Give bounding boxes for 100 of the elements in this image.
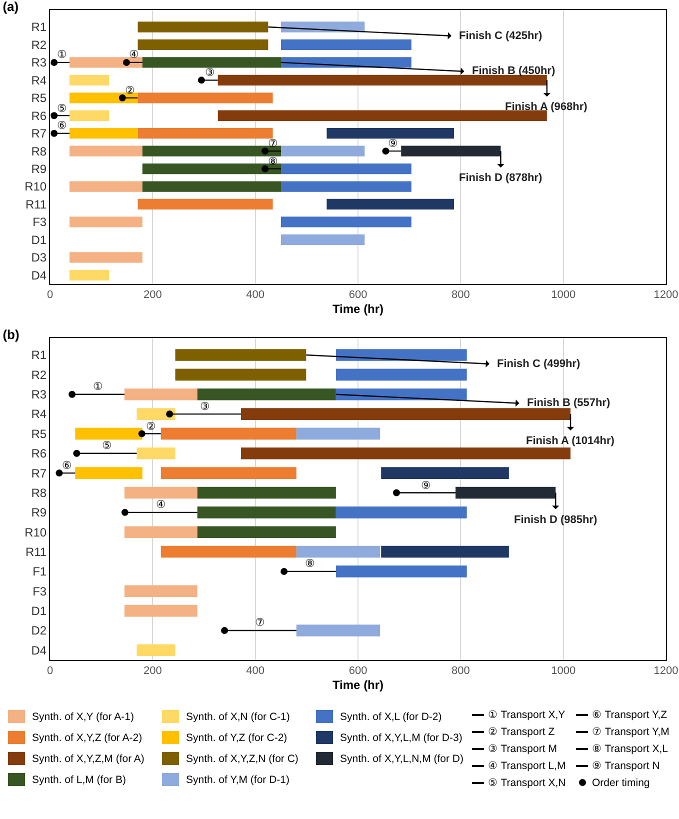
bar [142, 57, 281, 68]
legend-label: Synth. of X,Y,L,N,M (for D) [340, 752, 464, 764]
bar [124, 526, 198, 538]
bar [197, 486, 336, 499]
y-tick-label: R4 [31, 407, 47, 422]
y-tick-label: R11 [25, 197, 47, 212]
x-tick-label: 600 [348, 665, 368, 678]
x-tick-label: 600 [348, 289, 368, 302]
data-label: ④ [156, 499, 166, 511]
x-axis-title: Time (hr) [332, 678, 384, 692]
legend-label: Synth. of X,Y (for A-1) [32, 710, 134, 722]
y-tick-label: D1 [31, 232, 47, 247]
y-tick-label: R10 [24, 180, 47, 194]
data-label: ① [93, 381, 103, 393]
y-tick-label: R9 [31, 162, 47, 176]
legend-label: Synth. of L,M (for B) [32, 774, 126, 786]
chart-title: (a) [2, 0, 19, 14]
bar [175, 368, 306, 381]
y-tick-label: R4 [31, 73, 47, 88]
annotation: Finish D (878hr) [459, 172, 542, 184]
bar [197, 526, 336, 538]
y-tick-label: D2 [31, 624, 47, 638]
bar [70, 57, 142, 68]
bar [138, 39, 268, 50]
bar [70, 270, 110, 280]
data-label: ⑨ [388, 138, 398, 150]
bar [240, 408, 571, 420]
bar [124, 585, 198, 598]
bar [136, 408, 176, 420]
legend-label: ② Transport Z [488, 725, 555, 738]
x-tick-label: 0 [46, 289, 54, 302]
bar [136, 447, 176, 460]
legend-label: Synth. of X,N (for C-1) [186, 710, 290, 722]
bar [336, 368, 467, 381]
bar [175, 349, 306, 361]
bar [124, 486, 198, 499]
data-label: ⑤ [102, 440, 112, 452]
y-tick-label: R6 [31, 108, 47, 123]
x-tick-label: 800 [451, 665, 470, 678]
annotation: Finish C (499hr) [497, 358, 580, 370]
bar [281, 57, 412, 68]
bar [281, 216, 412, 228]
y-tick-label: F3 [32, 584, 47, 598]
bar [197, 506, 336, 518]
x-tick-label: 1200 [654, 665, 678, 678]
y-tick-label: D1 [31, 604, 47, 618]
y-tick-label: R3 [31, 388, 47, 402]
legend-label: Synth. of X,Y,L,M (for D-3) [340, 732, 462, 744]
bar [70, 181, 142, 192]
legend-label: ⑨ Transport N [592, 759, 660, 772]
bar [336, 566, 467, 578]
y-tick-label: F1 [32, 564, 47, 579]
data-label: ⑥ [57, 120, 67, 132]
bar [281, 234, 365, 246]
annotation: Finish B (450hr) [472, 65, 556, 77]
bar [75, 467, 142, 479]
bar [218, 110, 547, 121]
legend-label: Synth. of X,Y,Z (for A-2) [32, 732, 142, 744]
data-label: ⑨ [421, 480, 431, 492]
y-tick-label: R2 [31, 368, 47, 382]
y-tick-label: R5 [31, 426, 47, 441]
bar [336, 388, 467, 400]
legend-label: ⑥ Transport Y,Z [592, 708, 667, 721]
y-tick-label: R5 [31, 91, 47, 106]
x-tick-label: 400 [246, 665, 265, 678]
annotation: Finish D (985hr) [514, 514, 598, 526]
bar [296, 546, 380, 558]
chart-title: (b) [2, 326, 20, 342]
bar [401, 146, 501, 156]
y-tick-label: F3 [32, 215, 47, 230]
y-tick-label: R7 [31, 466, 47, 480]
bar [70, 92, 138, 104]
x-tick-label: 200 [143, 665, 162, 678]
bar [160, 546, 296, 558]
bar [70, 146, 142, 156]
y-tick-label: R10 [24, 525, 47, 540]
bar [456, 486, 556, 499]
bar [160, 467, 296, 479]
bar [142, 146, 281, 156]
y-tick-label: D4 [31, 268, 47, 282]
data-label: ② [146, 421, 156, 433]
bar [381, 546, 509, 558]
y-tick-label: R1 [31, 20, 47, 34]
bar [336, 506, 467, 518]
data-label: ⑦ [255, 617, 265, 629]
bar [124, 388, 198, 400]
legend-label: ④ Transport L,M [488, 759, 566, 772]
bar [326, 128, 454, 139]
bar [197, 388, 336, 400]
data-label: ③ [205, 67, 215, 79]
y-tick-label: R8 [31, 144, 47, 158]
annotation: Finish C (425hr) [459, 30, 542, 42]
y-tick-label: R3 [31, 56, 47, 70]
y-tick-label: R8 [31, 486, 47, 500]
bar [326, 198, 454, 210]
legend-label: ③ Transport M [488, 742, 557, 755]
data-label: ⑥ [62, 460, 72, 472]
bar [138, 22, 268, 32]
bar [281, 146, 365, 156]
bar [136, 644, 176, 656]
